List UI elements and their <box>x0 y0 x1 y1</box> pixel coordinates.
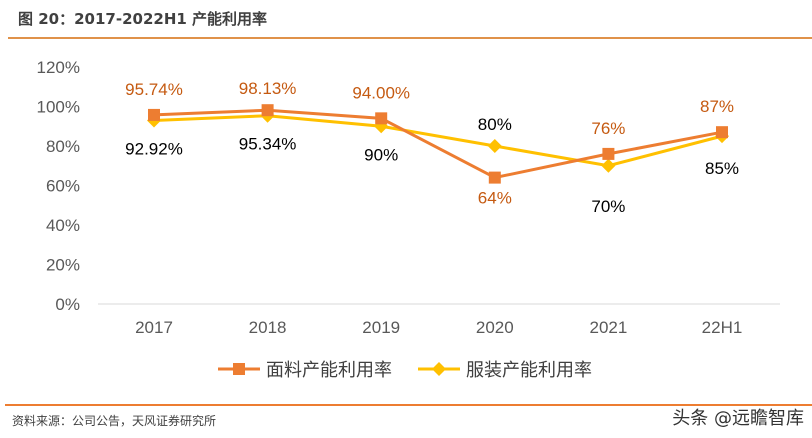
data-point <box>487 139 502 153</box>
legend-label: 面料产能利用率 <box>266 360 392 380</box>
legend-marker-diamond <box>432 362 446 376</box>
data-label: 87% <box>700 97 734 116</box>
x-tick-label: 2017 <box>135 318 173 337</box>
data-label: 92.92% <box>125 139 183 158</box>
data-point <box>261 104 274 117</box>
data-label: 85% <box>705 159 739 178</box>
data-point <box>716 126 728 139</box>
title-divider <box>8 37 812 39</box>
legend-label: 服装产能利用率 <box>466 360 592 380</box>
data-point <box>602 147 615 160</box>
line-chart: 0% 20% 40% 60% 80% 100% 120% 2017 2018 2019 2020 20… <box>37 58 780 380</box>
watermark: 头条 @远瞻智库 <box>672 408 804 429</box>
data-point <box>488 171 501 184</box>
data-label: 94.00% <box>352 83 410 102</box>
y-tick-label: 20% <box>46 256 80 275</box>
x-tick-label: 22H1 <box>702 318 743 337</box>
source-note: 资料来源：公司公告，天风证券研究所 <box>12 414 217 428</box>
y-tick-label: 60% <box>46 177 80 196</box>
series-line-1 <box>153 114 723 168</box>
data-label: 64% <box>478 189 512 208</box>
data-label: 76% <box>591 119 625 138</box>
footer-divider <box>5 404 812 406</box>
data-label: 95.34% <box>239 135 297 154</box>
data-point <box>148 108 160 121</box>
data-label: 95.74% <box>125 80 183 99</box>
x-tick-label: 2019 <box>362 318 400 337</box>
y-tick-label: 100% <box>37 98 80 117</box>
series-line-0 <box>153 108 723 180</box>
data-label: 80% <box>478 115 512 134</box>
y-tick-label: 120% <box>37 58 80 77</box>
x-tick-label: 2021 <box>589 318 627 337</box>
y-tick-label: 0% <box>55 295 80 314</box>
figure-title: 图 20：2017-2022H1 产能利用率 <box>18 10 268 28</box>
y-tick-label: 80% <box>46 137 80 156</box>
data-label: 98.13% <box>239 79 297 98</box>
data-label: 70% <box>591 197 625 216</box>
data-point <box>375 112 388 125</box>
data-label: 90% <box>364 145 398 164</box>
legend-marker-square <box>233 363 245 375</box>
x-tick-label: 2020 <box>476 318 514 337</box>
x-tick-label: 2018 <box>249 318 287 337</box>
data-point <box>601 158 616 173</box>
y-tick-label: 40% <box>46 216 80 235</box>
